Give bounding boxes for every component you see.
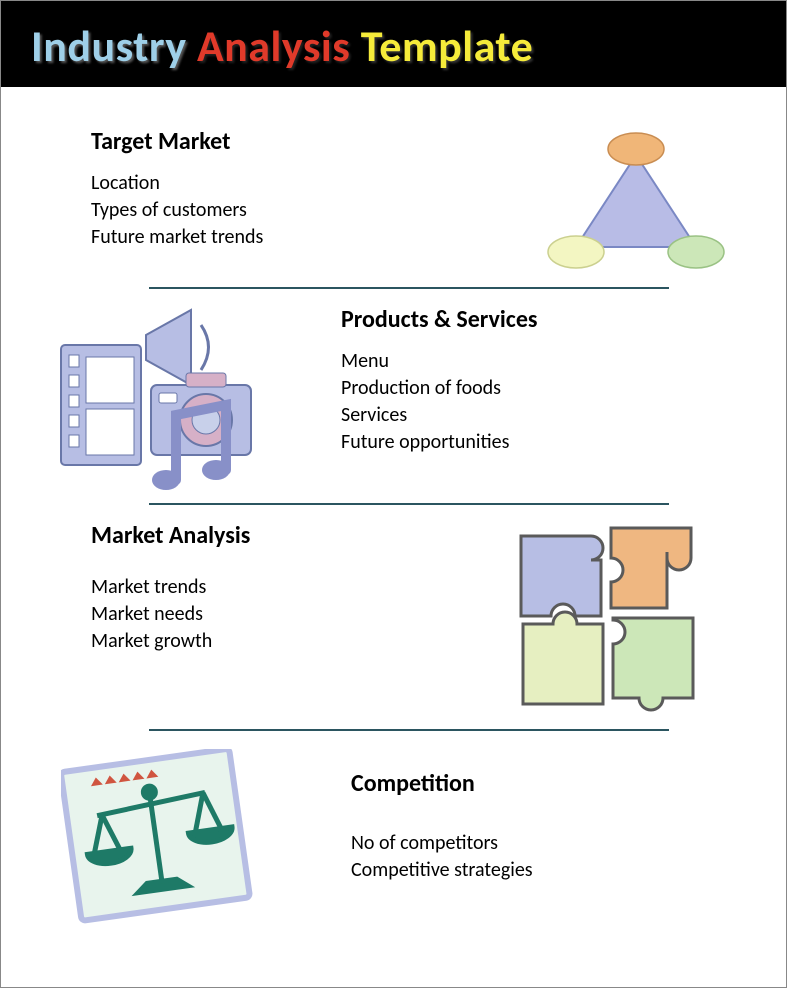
section-text: Target Market Location Types of customer… — [91, 127, 263, 251]
section-heading: Market Analysis — [91, 521, 250, 550]
section-heading: Target Market — [91, 127, 263, 156]
title-word-3: Template — [361, 19, 534, 73]
section-item: Market needs — [91, 601, 250, 628]
section-target-market: Target Market Location Types of customer… — [91, 127, 726, 277]
section-text: Products & Services Menu Production of f… — [341, 305, 538, 456]
triangle-ellipses-icon — [546, 127, 726, 277]
section-heading: Competition — [351, 769, 533, 798]
title-word-2: Analysis — [197, 19, 350, 73]
section-item: Competitive strategies — [351, 857, 533, 884]
section-market-analysis: Market Analysis Market trends Market nee… — [91, 521, 726, 721]
section-item: Production of foods — [341, 375, 538, 402]
section-item: Market growth — [91, 628, 250, 655]
section-item: Location — [91, 170, 263, 197]
section-heading: Products & Services — [341, 305, 538, 334]
title-header: Industry Analysis Template — [1, 1, 786, 87]
content-area: Target Market Location Types of customer… — [1, 87, 786, 959]
media-clipart-icon — [51, 305, 291, 495]
title-word-1: Industry — [31, 19, 187, 73]
section-item: Menu — [341, 348, 538, 375]
puzzle-icon — [506, 521, 736, 721]
divider — [149, 729, 669, 731]
section-item: No of competitors — [351, 830, 533, 857]
section-products-services: Products & Services Menu Production of f… — [91, 305, 726, 495]
section-item: Market trends — [91, 574, 250, 601]
section-item: Services — [341, 402, 538, 429]
divider — [149, 503, 669, 505]
scales-icon — [61, 749, 261, 929]
section-competition: Competition No of competitors Competitiv… — [91, 749, 726, 929]
section-item: Types of customers — [91, 197, 263, 224]
section-text: Competition No of competitors Competitiv… — [351, 769, 533, 884]
section-item: Future opportunities — [341, 429, 538, 456]
divider — [149, 287, 669, 289]
section-item: Future market trends — [91, 224, 263, 251]
section-text: Market Analysis Market trends Market nee… — [91, 521, 250, 655]
